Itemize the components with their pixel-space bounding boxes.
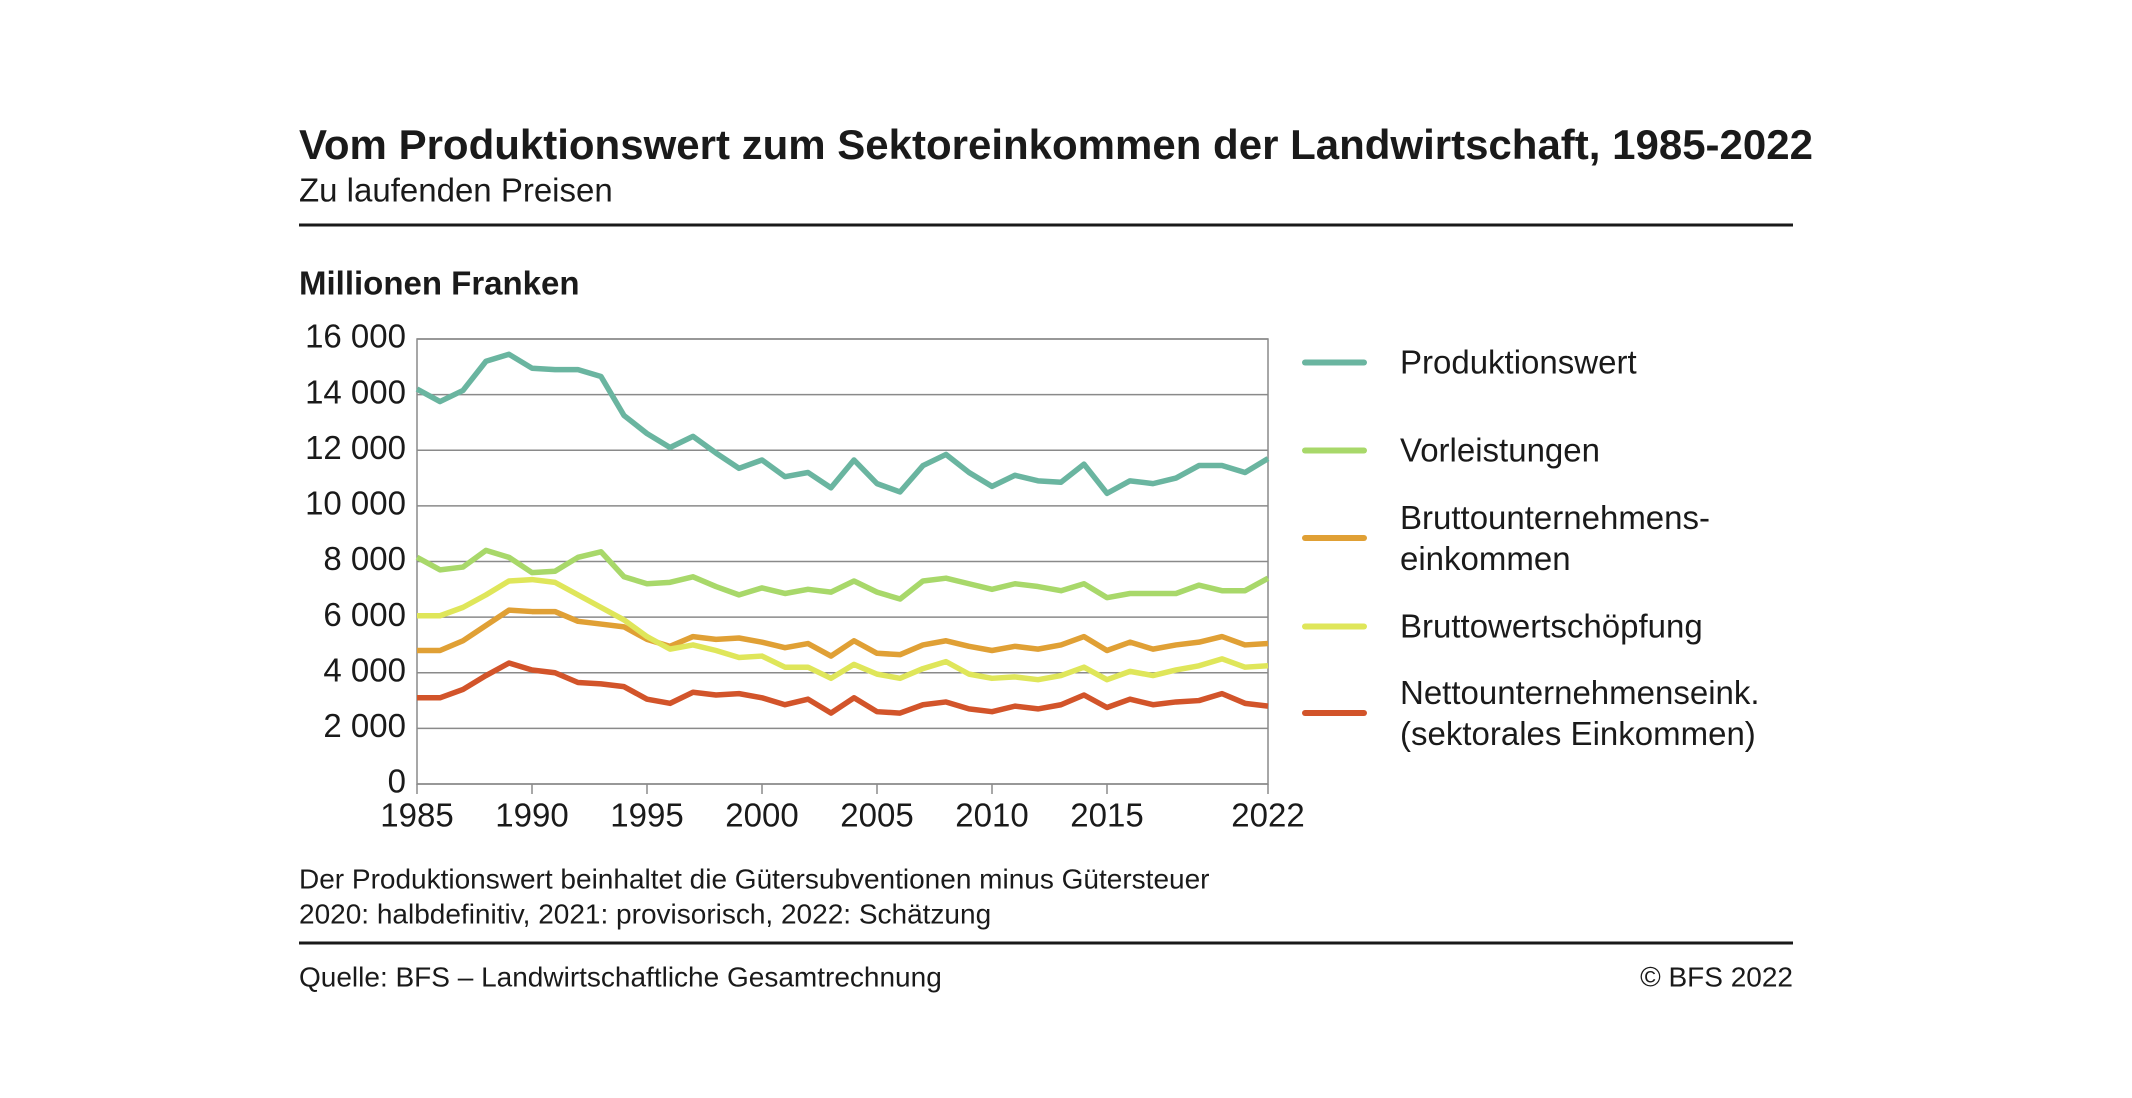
legend-swatch	[1302, 447, 1367, 453]
copyright: © BFS 2022	[1640, 961, 1793, 992]
plot-frame	[416, 338, 1269, 785]
legend-item: Bruttounternehmens- einkommen	[1302, 497, 1710, 579]
series-line	[417, 576, 1269, 683]
series-line	[415, 351, 1270, 497]
legend-label: Nettounternehmenseink. (sektorales Einko…	[1400, 674, 1760, 752]
y-tick-label: 0	[388, 763, 406, 800]
x-tick-label: 2000	[725, 797, 798, 834]
x-tick-label: 2022	[1231, 797, 1304, 834]
legend-swatch	[1302, 710, 1367, 716]
y-tick-label: 14 000	[305, 373, 406, 410]
y-tick-label: 6 000	[323, 596, 406, 633]
legend-swatch	[1302, 535, 1367, 541]
x-tick-label: 1985	[380, 797, 453, 834]
chart-subtitle: Zu laufenden Preisen	[299, 172, 613, 209]
x-tick-label: 2015	[1070, 797, 1143, 834]
series-line	[417, 607, 1269, 659]
y-tick-label: 4 000	[323, 651, 406, 688]
y-axis-label: Millionen Franken	[299, 265, 580, 302]
legend-item: Produktionswert	[1302, 342, 1637, 383]
legend-label: Produktionswert	[1400, 343, 1637, 381]
legend-label: Vorleistungen	[1400, 431, 1600, 469]
chart-title: Vom Produktionswert zum Sektoreinkommen …	[299, 121, 1813, 168]
legend-label: Bruttowertschöpfung	[1400, 607, 1703, 645]
series-line	[415, 547, 1270, 602]
legend-item: Nettounternehmenseink. (sektorales Einko…	[1302, 672, 1760, 754]
legend-swatch	[1302, 359, 1367, 365]
legend-swatch	[1302, 623, 1367, 629]
y-tick-label: 10 000	[305, 485, 406, 522]
note: Der Produktionswert beinhaltet die Güter…	[299, 863, 1210, 894]
y-tick-label: 2 000	[323, 707, 406, 744]
y-tick-label: 16 000	[305, 318, 406, 355]
y-tick-label: 12 000	[305, 429, 406, 466]
x-tick-label: 2010	[955, 797, 1028, 834]
source: Quelle: BFS – Landwirtschaftliche Gesamt…	[299, 961, 942, 992]
legend-item: Vorleistungen	[1302, 430, 1600, 471]
x-tick-label: 2005	[840, 797, 913, 834]
note: 2020: halbdefinitiv, 2021: provisorisch,…	[299, 898, 991, 929]
legend-item: Bruttowertschöpfung	[1302, 606, 1703, 647]
x-tick-label: 1990	[495, 797, 568, 834]
x-tick-label: 1995	[610, 797, 683, 834]
y-tick-label: 8 000	[323, 540, 406, 577]
series-line	[417, 660, 1269, 716]
legend-label: Bruttounternehmens- einkommen	[1400, 499, 1711, 577]
